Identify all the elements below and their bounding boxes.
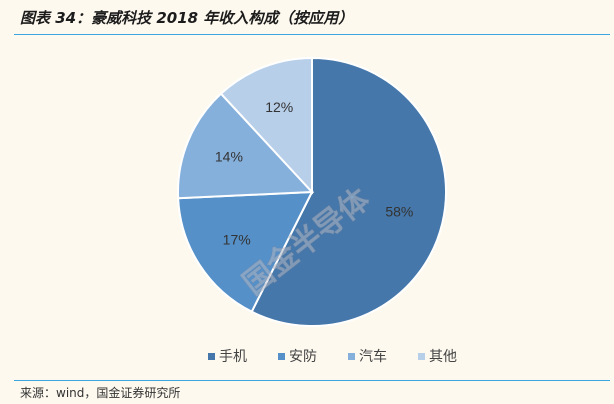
pie-slice-2 [177,92,315,200]
legend-label-2: 汽车 [359,348,387,365]
slice-label-1: 17% [223,232,251,248]
slice-label-2: 14% [215,149,243,165]
legend-swatch-2 [348,353,355,360]
legend-label-1: 安防 [289,349,317,365]
legend-item-2: 汽车 [348,348,387,365]
pie-slice-3 [219,56,313,195]
legend-swatch-1 [278,353,285,360]
chart-legend: 手机 安防 汽车 其他 [208,348,457,365]
footer-divider [14,380,610,381]
legend-label-3: 其他 [429,349,457,365]
pie-slice-1 [177,190,314,314]
legend-item-3: 其他 [418,349,457,365]
legend-label-0: 手机 [219,349,247,365]
pie-chart: 58%17%14%12% 国金半导体 手机 安防 汽车 其他 [177,56,457,365]
legend-swatch-3 [418,353,425,360]
pie-slices [177,56,447,327]
legend-item-1: 安防 [278,349,317,365]
source-note: 来源：wind，国金证券研究所 [20,386,181,400]
legend-swatch-0 [208,353,215,360]
pie-slice-0 [250,56,447,327]
slice-labels: 58% 17% 14% 12% [215,99,413,247]
legend-item-0: 手机 [208,349,247,365]
slice-label-3: 12% [265,99,293,115]
title-divider [14,34,610,35]
slice-label-0: 58% [385,203,413,219]
chart-title: 图表 34：豪威科技 2018 年收入构成（按应用） [20,9,354,27]
